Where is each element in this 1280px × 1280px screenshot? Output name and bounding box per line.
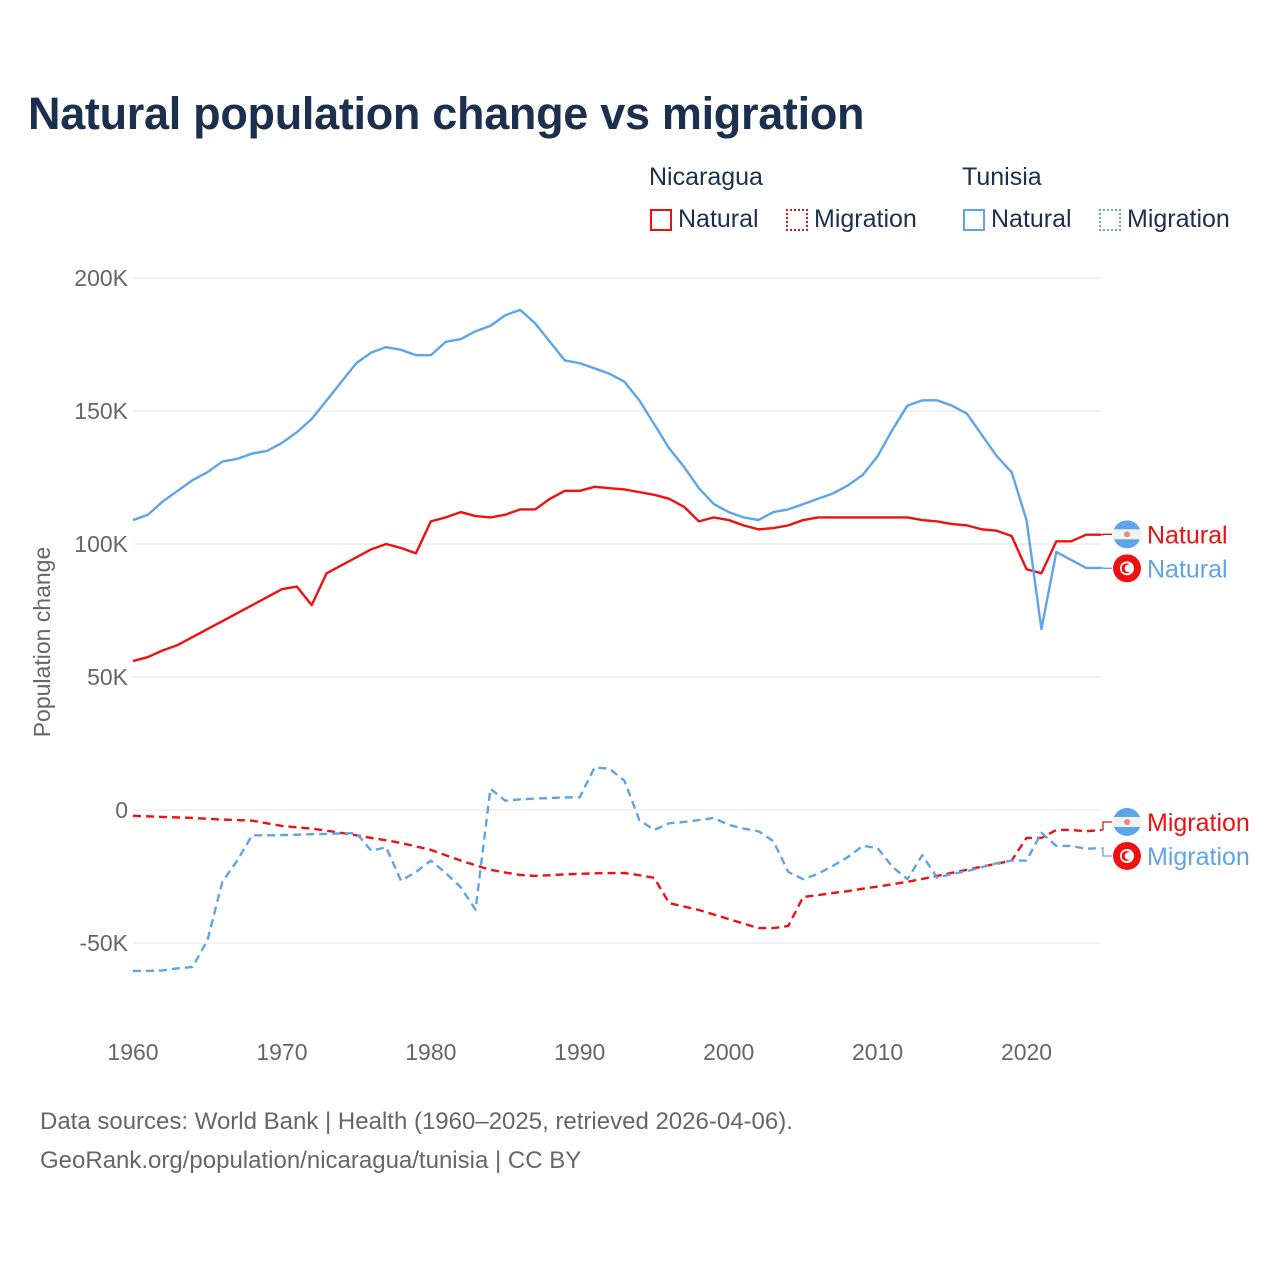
x-tick-label: 1970 <box>256 1039 307 1065</box>
legend-header-nicaragua: Nicaragua <box>649 163 763 191</box>
footer-credit: GeoRank.org/population/nicaragua/tunisia… <box>40 1147 582 1174</box>
label-connector <box>1101 821 1112 831</box>
flag-emblem <box>1124 531 1130 538</box>
legend-label: Migration <box>814 205 917 233</box>
tunisia-flag-icon <box>1113 841 1141 870</box>
legend-swatch-solid-blue <box>963 208 985 231</box>
series-line-tunisia-migration <box>133 766 1102 973</box>
legend-tunisia-natural[interactable]: Natural <box>963 205 1072 234</box>
series-line-tunisia-natural <box>132 308 1101 631</box>
legend-swatch-solid-red <box>650 208 672 231</box>
tunisia-flag-icon <box>1113 554 1141 583</box>
legend-nicaragua-migration[interactable]: Migration <box>786 205 917 234</box>
flag-crescent-cut <box>1124 564 1133 573</box>
y-tick-label: 100K <box>74 531 128 557</box>
legend-header-tunisia: Tunisia <box>962 163 1042 191</box>
nicaragua-flag-icon <box>1113 520 1141 549</box>
x-tick-label: 1980 <box>405 1039 456 1065</box>
y-tick-label: -50K <box>79 930 128 956</box>
legend-label: Natural <box>991 205 1072 233</box>
label-connector <box>1101 847 1112 857</box>
y-axis-label: Population change <box>29 547 55 738</box>
x-tick-label: 2000 <box>703 1039 754 1065</box>
legend-tunisia-migration[interactable]: Migration <box>1099 205 1230 234</box>
end-label-nicaragua-migration: Migration <box>1147 809 1250 837</box>
footer-sources: Data sources: World Bank | Health (1960–… <box>40 1108 793 1135</box>
end-label-tunisia-migration: Migration <box>1147 843 1250 871</box>
nicaragua-flag-icon <box>1113 807 1141 836</box>
series-line-nicaragua-natural <box>132 485 1101 663</box>
x-tick-label: 1960 <box>107 1039 158 1065</box>
flag-emblem <box>1124 818 1130 825</box>
flag-crescent-cut <box>1124 852 1133 860</box>
end-label-tunisia-natural: Natural <box>1147 555 1228 583</box>
y-tick-label: 200K <box>74 265 128 291</box>
legend-label: Migration <box>1127 205 1230 233</box>
y-tick-label: 0 <box>115 797 128 823</box>
x-tick-label: 2010 <box>852 1039 903 1065</box>
flag-stripes <box>1113 520 1141 549</box>
series-line-nicaragua-migration <box>132 814 1102 930</box>
chart-title: Natural population change vs migration <box>28 88 865 139</box>
end-label-nicaragua-natural: Natural <box>1147 521 1228 549</box>
legend-nicaragua-natural[interactable]: Natural <box>650 205 759 234</box>
x-tick-label: 1990 <box>554 1039 605 1065</box>
legend-label: Natural <box>678 205 759 233</box>
x-tick-label: 2020 <box>1001 1039 1052 1065</box>
y-tick-label: 150K <box>74 398 128 424</box>
legend-swatch-dotted-blue <box>1099 208 1121 231</box>
y-tick-label: 50K <box>87 664 129 690</box>
flag-stripes <box>1113 807 1141 836</box>
legend-swatch-dotted-red <box>786 208 808 231</box>
